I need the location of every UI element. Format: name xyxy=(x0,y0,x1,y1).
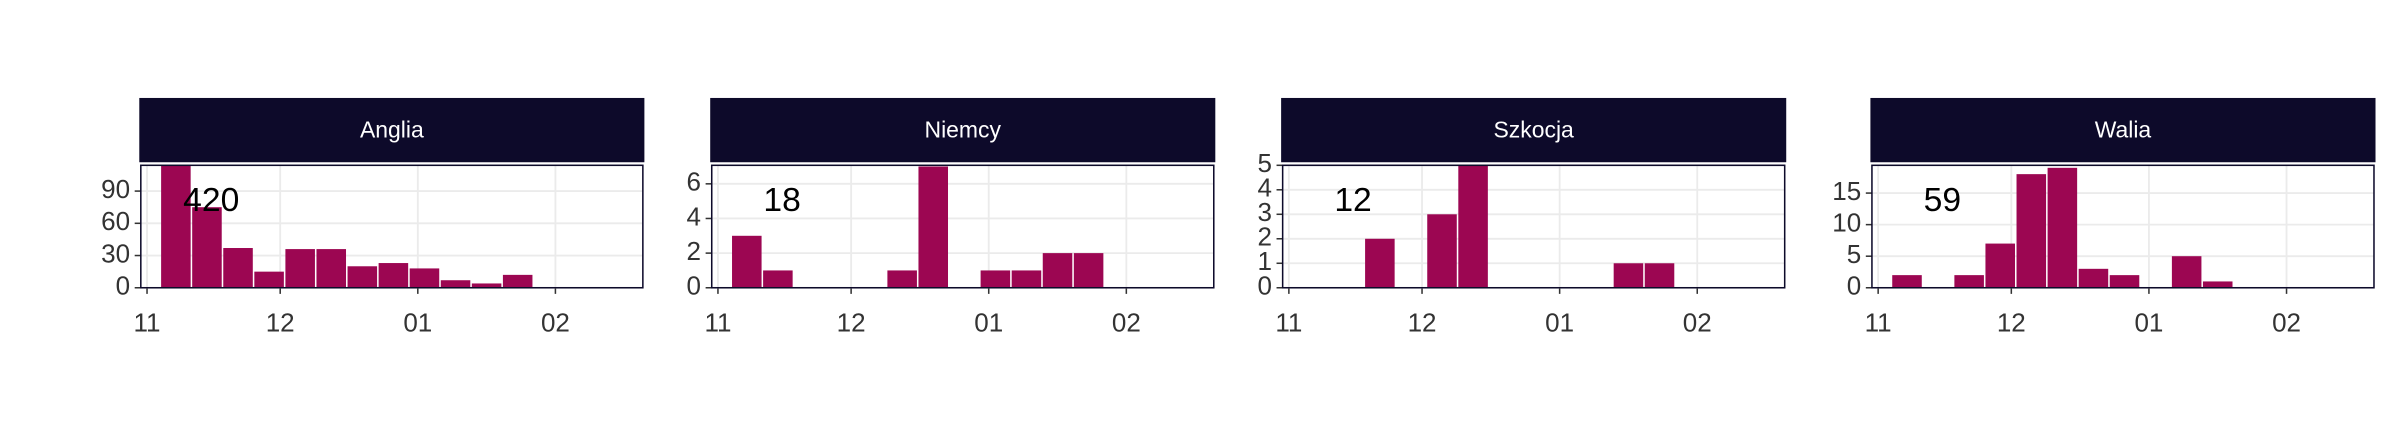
bar xyxy=(1985,243,2015,288)
panel-border xyxy=(140,164,644,289)
bar xyxy=(161,165,191,288)
bar xyxy=(2016,174,2047,288)
facet-title: Anglia xyxy=(360,117,424,143)
y-tick-label: 5 xyxy=(1257,148,1271,178)
x-tick-label: 11 xyxy=(704,307,731,337)
y-tick-label: 6 xyxy=(687,167,701,197)
bar xyxy=(763,270,793,288)
y-tick-label: 2 xyxy=(687,236,701,266)
facet-title: Szkocja xyxy=(1494,117,1575,143)
x-tick-label: 01 xyxy=(974,307,1003,337)
bar xyxy=(1365,238,1395,288)
bar xyxy=(471,283,502,288)
bar xyxy=(2078,268,2109,288)
plot-background xyxy=(711,165,1214,288)
y-tick-label: 2 xyxy=(1257,222,1271,252)
annotation: 18 xyxy=(763,182,800,219)
y-tick-label: 4 xyxy=(687,201,701,231)
y-tick-label: 0 xyxy=(687,271,701,301)
x-tick-label: 12 xyxy=(266,307,295,337)
y-tick-label: 1 xyxy=(1257,246,1271,276)
facet-title: Walia xyxy=(2095,117,2152,143)
y-tick-label: 4 xyxy=(1257,173,1271,203)
facet-title: Niemcy xyxy=(925,117,1002,143)
x-tick-label: 01 xyxy=(403,307,432,337)
x-tick-label: 11 xyxy=(134,307,161,337)
bars xyxy=(1892,167,2233,288)
bar xyxy=(887,270,917,288)
facet-strip xyxy=(1281,97,1787,163)
bar xyxy=(192,207,222,288)
bar xyxy=(1644,263,1675,288)
bar xyxy=(223,248,253,288)
x-tick-label: 02 xyxy=(1683,307,1712,337)
x-tick-label: 01 xyxy=(1545,307,1574,337)
y-tick-label: 0 xyxy=(1257,271,1271,301)
bar xyxy=(1011,270,1042,288)
y-tick-label: 60 xyxy=(101,206,130,236)
y-tick-label: 90 xyxy=(101,174,130,204)
x-tick-label: 02 xyxy=(2272,307,2301,337)
bar xyxy=(1613,263,1644,288)
bars xyxy=(1365,165,1675,288)
panel-border xyxy=(1281,164,1786,289)
bar xyxy=(285,249,315,288)
x-tick-label: 02 xyxy=(541,307,570,337)
bar xyxy=(2047,167,2078,288)
x-tick-label: 11 xyxy=(1275,307,1302,337)
bar xyxy=(1427,214,1457,288)
x-tick-label: 12 xyxy=(837,307,866,337)
bar xyxy=(409,268,440,288)
bar xyxy=(2202,281,2233,288)
bar xyxy=(1892,275,1922,288)
bar xyxy=(440,280,471,288)
facet-strip xyxy=(710,97,1216,163)
bar xyxy=(254,271,284,288)
annotation: 12 xyxy=(1334,182,1371,219)
panel-border xyxy=(1871,164,2375,289)
bar xyxy=(378,263,409,288)
y-tick-label: 0 xyxy=(116,271,130,301)
bar xyxy=(1073,253,1104,288)
facet-strip xyxy=(1870,97,2376,163)
bar xyxy=(502,274,533,288)
x-tick-label: 11 xyxy=(1865,307,1892,337)
y-tick-label: 30 xyxy=(101,238,130,268)
plot-background xyxy=(1871,165,2374,288)
facet-strip xyxy=(139,97,645,163)
x-tick-label: 12 xyxy=(1997,307,2026,337)
x-tick-label: 01 xyxy=(2134,307,2163,337)
bar xyxy=(316,249,347,288)
bar xyxy=(1954,275,1984,288)
y-tick-label: 5 xyxy=(1847,239,1861,269)
bar xyxy=(732,235,762,288)
annotation: 59 xyxy=(1924,182,1961,219)
bar xyxy=(980,270,1011,288)
y-tick-label: 3 xyxy=(1257,197,1271,227)
bars xyxy=(161,165,533,288)
bar xyxy=(347,266,378,288)
x-tick-label: 02 xyxy=(1112,307,1141,337)
bar xyxy=(1042,253,1073,288)
bar xyxy=(2171,256,2202,288)
x-tick-label: 12 xyxy=(1408,307,1437,337)
y-tick-label: 0 xyxy=(1847,271,1861,301)
y-tick-label: 10 xyxy=(1832,208,1861,238)
panel-border xyxy=(710,164,1215,289)
bar xyxy=(1458,165,1488,288)
bars xyxy=(732,166,1104,288)
annotation: 420 xyxy=(183,182,239,219)
bar xyxy=(918,166,949,288)
bar xyxy=(2109,275,2140,288)
y-tick-label: 15 xyxy=(1832,176,1861,206)
